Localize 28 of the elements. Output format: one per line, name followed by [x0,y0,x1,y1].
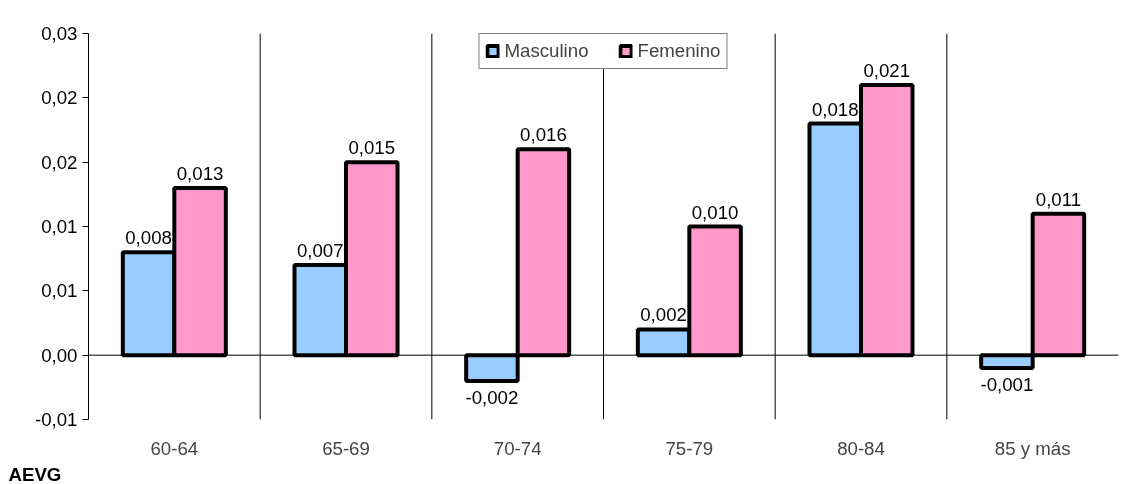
x-tick-label: 60-64 [150,437,199,459]
text: 0,011 [1035,188,1082,210]
y-tick-label: 0,01 [41,280,78,302]
x-axis-title: AEVG [8,463,62,484]
x-tick-label: 80-84 [837,437,885,459]
text: -0,002 [465,386,519,408]
text: 0,021 [863,59,911,81]
x-tick-label: 85 y más [994,437,1071,459]
y-tick-label: 0,01 [41,216,78,237]
text: 0,008 [125,227,172,249]
text: 0,013 [176,162,224,184]
x-tick-label: 65-69 [322,437,370,459]
text: -0,001 [980,374,1034,396]
text: 0,002 [640,304,687,326]
text: 0,016 [520,124,567,146]
x-tick-label: 70-74 [493,437,542,459]
y-tick-label: -0,01 [34,409,78,430]
y-tick-label: 0,02 [41,87,78,109]
text: 0,007 [296,240,344,262]
legend-label: Masculino [504,40,589,62]
text: 0,015 [348,137,396,159]
x-tick-label: 75-79 [665,437,714,459]
text: 0,018 [811,98,859,120]
legend-label: Femenino [637,40,721,62]
y-tick-label: 0,03 [41,23,78,44]
text: 0,010 [691,201,739,223]
y-tick-label: 0,00 [41,344,78,366]
y-tick-label: 0,02 [41,151,78,173]
